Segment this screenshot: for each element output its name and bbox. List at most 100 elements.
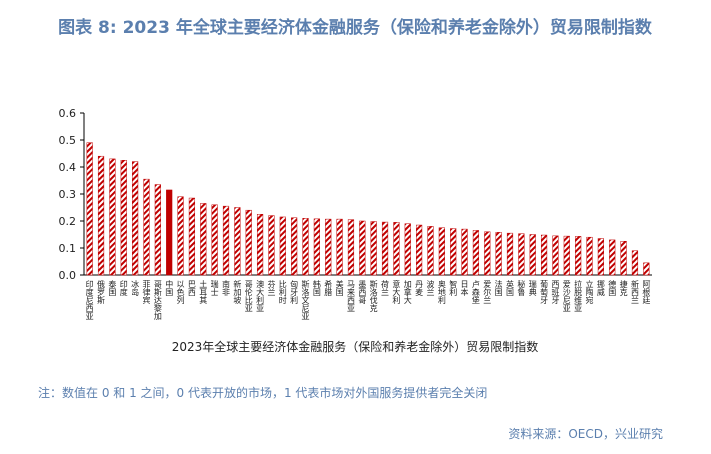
- x-tick-label: 阿根廷: [642, 280, 651, 305]
- bar: [518, 233, 525, 276]
- x-tick-label: 日本: [460, 280, 469, 297]
- bar: [461, 228, 468, 276]
- x-tick-label: 韩国: [312, 279, 321, 297]
- x-tick-label: 荷兰: [381, 279, 390, 296]
- bar: [631, 250, 639, 276]
- x-tick-label: 巴西: [187, 280, 196, 297]
- x-tick-label: 瑞士: [210, 279, 219, 296]
- x-tick-label: 挪威: [596, 279, 605, 297]
- bar: [609, 239, 616, 276]
- x-tick-label: 智利: [449, 279, 458, 296]
- bar: [291, 217, 298, 276]
- bar: [256, 214, 264, 276]
- x-tick-label: 波兰: [426, 279, 435, 296]
- x-tick-label: 拉脱维亚: [574, 279, 583, 312]
- x-tick-label: 爱沙尼亚: [562, 280, 571, 312]
- bar: [302, 218, 309, 276]
- bar: [450, 228, 457, 276]
- x-tick-label: 希腊: [324, 279, 333, 297]
- x-tick-label: 匈牙利: [290, 279, 299, 304]
- x-tick-label: 丹麦: [415, 280, 424, 297]
- x-tick-label: 斯洛文尼亚: [301, 279, 310, 320]
- bar: [347, 219, 355, 276]
- x-tick-label: 秘鲁: [517, 279, 526, 297]
- bar: [279, 216, 286, 276]
- y-tick-label: 0.2: [59, 215, 77, 228]
- bar: [563, 235, 570, 276]
- x-tick-label: 新加坡: [233, 279, 242, 305]
- bar: [211, 204, 218, 276]
- bar: [200, 203, 207, 276]
- bar: [427, 226, 434, 276]
- bar: [393, 222, 400, 276]
- bar: [132, 161, 139, 276]
- x-tick-label: 印度: [119, 280, 128, 297]
- bar: [506, 232, 514, 276]
- y-tick-label: 0.0: [59, 269, 77, 282]
- x-tick-label: 墨西哥: [358, 280, 367, 305]
- bar: [484, 231, 491, 276]
- bar: [370, 221, 377, 276]
- x-tick-label: 葡萄牙: [540, 279, 549, 305]
- x-tick-label: 冰岛: [131, 279, 140, 297]
- y-tick-label: 0.4: [59, 161, 77, 174]
- bar: [336, 218, 343, 276]
- x-tick-label: 立陶宛: [585, 279, 594, 305]
- bar: [472, 230, 480, 276]
- bar: [86, 142, 93, 276]
- bar: [97, 155, 105, 276]
- x-tick-label: 斯洛伐克: [369, 279, 378, 313]
- x-tick-label: 新西兰: [630, 279, 639, 304]
- note: 注：数值在 0 和 1 之间，0 代表开放的市场，1 代表市场对外国服务提供者完…: [38, 386, 488, 400]
- bar: [359, 220, 366, 276]
- bar: [416, 224, 423, 276]
- bar: [325, 218, 332, 276]
- bar: [643, 262, 650, 276]
- x-tick-label: 哥伦比亚: [244, 280, 253, 312]
- y-tick-label: 0.5: [59, 134, 77, 147]
- x-tick-label: 泰国: [108, 279, 117, 297]
- x-tick-label: 比利时: [278, 279, 287, 304]
- bar: [222, 205, 230, 276]
- x-tick-label: 俄罗斯: [97, 279, 106, 305]
- x-tick-label: 哥斯达黎加: [153, 280, 162, 321]
- bar: [143, 178, 150, 276]
- source: 资料来源：OECD，兴业研究: [508, 427, 663, 441]
- bar: [438, 227, 445, 276]
- x-tick-label: 土耳其: [199, 279, 208, 305]
- x-tick-label: 加拿大: [403, 279, 412, 305]
- x-tick-label: 意大利: [392, 279, 401, 304]
- bar: [540, 234, 548, 276]
- bar: [166, 189, 173, 276]
- x-tick-label: 中国: [165, 279, 174, 297]
- bar: [120, 160, 127, 276]
- y-tick-label: 0.1: [59, 242, 77, 255]
- bar: [234, 207, 241, 276]
- x-tick-label: 美国: [335, 279, 344, 297]
- bar: [268, 215, 275, 276]
- bar: [575, 236, 582, 276]
- x-tick-label: 瑞典: [528, 279, 537, 297]
- bar: [404, 223, 411, 276]
- x-tick-label: 以色列: [176, 280, 185, 305]
- bar: [620, 241, 627, 276]
- x-tick-label: 菲律宾: [142, 279, 151, 305]
- x-tick-label: 印度尼西亚: [85, 280, 94, 320]
- bar: [597, 238, 604, 276]
- bar: [188, 197, 196, 276]
- bar: [381, 221, 389, 276]
- bar: [154, 184, 161, 276]
- y-tick-label: 0.6: [59, 107, 77, 120]
- x-tick-label: 西班牙: [551, 280, 560, 305]
- x-tick-label: 法国: [494, 279, 503, 297]
- x-tick-label: 卢森堡: [471, 279, 480, 304]
- bar: [177, 196, 184, 276]
- bar: [313, 218, 320, 276]
- chart-title: 图表 8: 2023 年全球主要经济体金融服务（保险和养老金除外）贸易限制指数: [58, 18, 652, 38]
- x-tick-label: 德国: [608, 279, 617, 297]
- bar: [552, 235, 559, 276]
- x-tick-label: 南非: [222, 279, 231, 297]
- x-tick-label: 澳大利亚: [256, 279, 265, 312]
